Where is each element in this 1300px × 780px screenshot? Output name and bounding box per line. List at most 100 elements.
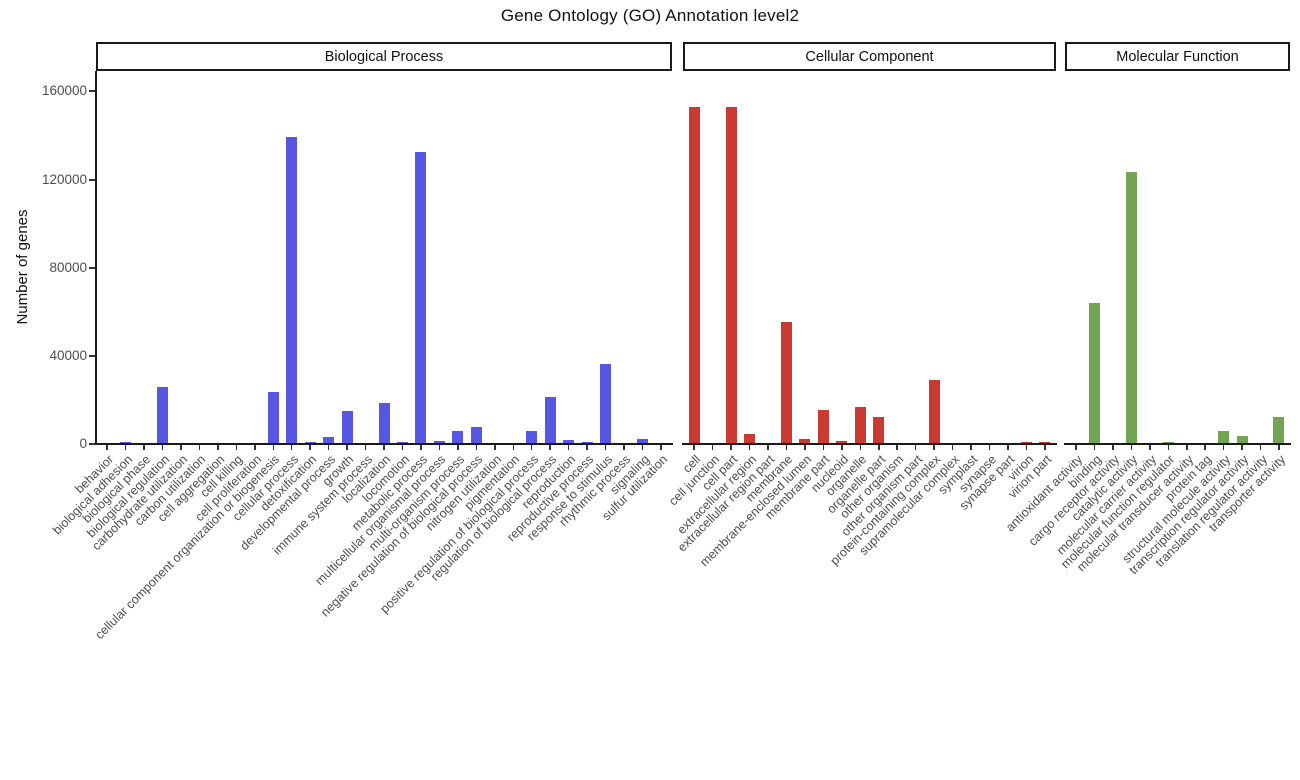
bar xyxy=(341,411,353,443)
x-axis-tick xyxy=(327,445,330,450)
x-axis-tick xyxy=(530,445,533,450)
x-axis-tick xyxy=(841,445,843,450)
x-axis-tick xyxy=(785,445,788,450)
bar xyxy=(1218,431,1230,443)
x-axis-tick xyxy=(1130,445,1133,450)
x-axis-tick xyxy=(1167,445,1169,450)
x-axis-tick xyxy=(1112,445,1114,450)
x-axis-tick xyxy=(748,445,751,450)
x-axis-tick xyxy=(1093,445,1096,450)
bar xyxy=(120,442,131,443)
bar xyxy=(323,437,335,443)
x-axis-tick xyxy=(198,445,201,450)
bar xyxy=(378,403,390,443)
bar xyxy=(600,364,611,443)
y-axis-line xyxy=(95,71,97,445)
y-axis-tick-label: 0 xyxy=(79,436,87,451)
panel-header-molecular-function: Molecular Function xyxy=(1065,42,1290,71)
x-axis-tick xyxy=(290,445,293,450)
bar xyxy=(157,387,168,443)
y-axis-tick-label: 40000 xyxy=(49,348,87,363)
x-axis-tick xyxy=(1241,445,1243,450)
bar xyxy=(799,439,811,443)
x-axis-tick xyxy=(586,445,588,450)
bar xyxy=(581,442,593,443)
x-axis-tick xyxy=(124,445,127,450)
bar xyxy=(817,410,829,443)
bar xyxy=(836,441,848,443)
bar xyxy=(304,442,316,443)
x-axis-tick xyxy=(1278,445,1280,450)
x-axis-tick xyxy=(161,445,164,450)
x-axis-tick xyxy=(859,445,861,450)
x-axis-tick xyxy=(383,445,385,450)
bar xyxy=(1236,436,1248,443)
y-axis-tick-label: 80000 xyxy=(49,260,87,275)
x-axis-tick xyxy=(438,445,441,450)
y-axis-tick-label: 160000 xyxy=(41,83,87,98)
x-axis-tick xyxy=(878,445,880,450)
bar xyxy=(725,107,737,443)
x-axis-tick xyxy=(494,445,496,450)
x-axis-tick xyxy=(951,445,954,450)
x-axis-tick xyxy=(401,445,404,450)
x-axis-tick xyxy=(309,445,311,450)
bar xyxy=(780,322,792,443)
x-axis-tick xyxy=(549,445,551,450)
x-axis-tick xyxy=(1222,445,1225,450)
x-axis-tick xyxy=(1259,445,1262,450)
panel-header-cellular-component: Cellular Component xyxy=(683,42,1056,71)
bar xyxy=(397,442,408,443)
x-axis-tick xyxy=(693,445,695,450)
x-axis-tick xyxy=(641,445,644,450)
x-axis-tick xyxy=(604,445,607,450)
x-axis-tick xyxy=(623,445,625,450)
x-axis-tick xyxy=(933,445,935,450)
x-axis-tick xyxy=(475,445,478,450)
bar xyxy=(1021,442,1032,443)
x-axis-tick xyxy=(970,445,972,450)
x-axis-tick xyxy=(567,445,570,450)
bar xyxy=(688,107,700,443)
x-axis-tick xyxy=(896,445,898,450)
y-axis-tick xyxy=(89,90,95,92)
bar xyxy=(1162,442,1174,443)
x-axis-tick xyxy=(1025,445,1028,450)
x-axis-tick xyxy=(1204,445,1206,450)
bar xyxy=(1125,172,1137,443)
x-axis-line xyxy=(1064,443,1291,445)
x-axis-tick xyxy=(730,445,732,450)
bar xyxy=(526,431,538,443)
bar xyxy=(433,441,445,443)
bar xyxy=(286,137,298,443)
x-axis-tick xyxy=(254,445,256,450)
x-axis-tick xyxy=(512,445,514,450)
x-axis-tick xyxy=(804,445,806,450)
bar xyxy=(563,440,575,443)
x-axis-tick xyxy=(1186,445,1188,450)
x-axis-tick xyxy=(988,445,991,450)
bar xyxy=(544,397,556,443)
bar xyxy=(452,431,464,443)
x-axis-tick xyxy=(217,445,219,450)
x-axis-tick xyxy=(822,445,825,450)
chart-title: Gene Ontology (GO) Annotation level2 xyxy=(500,6,800,25)
x-axis-tick xyxy=(660,445,662,450)
x-axis-line xyxy=(95,443,673,445)
bar xyxy=(1273,417,1285,443)
bar xyxy=(873,417,885,443)
x-axis-tick xyxy=(420,445,422,450)
x-axis-tick xyxy=(1075,445,1077,450)
bar xyxy=(415,152,427,443)
y-axis-tick xyxy=(89,179,95,181)
x-axis-tick xyxy=(1149,445,1151,450)
x-axis-tick xyxy=(767,445,769,450)
bar xyxy=(1089,303,1100,443)
y-axis-tick-label: 120000 xyxy=(41,172,87,187)
panel-header-biological-process: Biological Process xyxy=(96,42,672,71)
y-axis-tick xyxy=(89,267,95,269)
bar xyxy=(928,380,940,443)
bar xyxy=(470,427,482,443)
bar xyxy=(267,392,279,443)
x-axis-tick xyxy=(235,445,238,450)
